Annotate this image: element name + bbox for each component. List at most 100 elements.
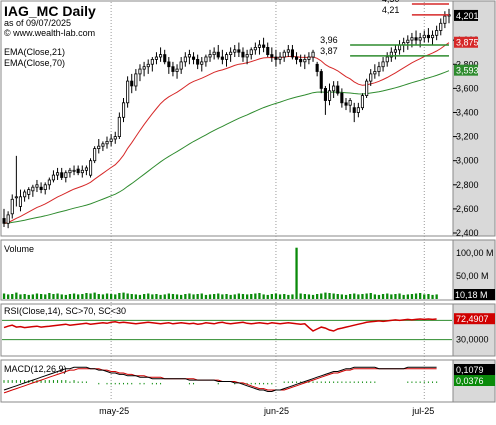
volume-bar (2, 293, 6, 299)
ema21-legend: EMA(Close,21) (4, 47, 65, 57)
volume-bar (435, 294, 438, 299)
candle-body (23, 191, 27, 198)
macd-signal-line (3, 368, 437, 394)
candle-body (381, 61, 385, 68)
volume-bar (175, 294, 179, 299)
price-tick-label: 2,400 (456, 228, 479, 238)
ema70-legend: EMA(Close,70) (4, 58, 65, 68)
volume-bar (35, 293, 39, 299)
candle-body (332, 85, 336, 92)
volume-bar (221, 294, 224, 299)
volume-bar (311, 294, 315, 299)
candle-body (224, 54, 229, 60)
volume-bar (344, 294, 348, 299)
volume-bar (40, 294, 43, 299)
price-tick-label: 3,400 (456, 107, 479, 117)
candle-body (179, 61, 183, 70)
volume-bar (101, 294, 105, 299)
volume-bar (110, 294, 113, 299)
candle-body (303, 59, 307, 63)
volume-tick-label: 50,00 M (456, 271, 489, 281)
candle-body (204, 56, 208, 63)
volume-bar (270, 294, 273, 299)
candle-body (60, 172, 64, 178)
volume-bar (414, 293, 418, 299)
volume-bar (171, 294, 175, 299)
candle-body (253, 47, 257, 51)
candle-body (35, 184, 39, 188)
candle-body (229, 51, 233, 56)
volume-bars (2, 247, 438, 299)
candle-body (385, 56, 389, 63)
volume-bar (246, 294, 249, 299)
rsi-last-box (454, 313, 495, 325)
candle-body (241, 51, 245, 58)
volume-bar (291, 294, 294, 299)
volume-bar (357, 294, 360, 299)
volume-bar (278, 294, 282, 299)
volume-bar (196, 294, 199, 299)
volume-bar (130, 294, 133, 299)
volume-bar (118, 293, 121, 299)
macd-line (3, 366, 437, 392)
candle-body (373, 71, 377, 75)
volume-bar (402, 294, 405, 299)
volume-bar (250, 294, 253, 299)
volume-bar (167, 293, 170, 299)
candle-body (93, 148, 97, 162)
price-tick-label: 2,800 (456, 180, 479, 190)
volume-bar (431, 294, 434, 299)
candle-body (233, 49, 237, 53)
ema21-line (3, 42, 450, 224)
volume-bar (307, 294, 311, 299)
volume-bar (316, 294, 319, 299)
volume-bar (208, 294, 212, 299)
candle-body (315, 63, 319, 72)
rsi-label: RSI(Close,14), SC>70, SC<30 (4, 306, 126, 316)
volume-bar (369, 293, 372, 299)
macd-hist-box (454, 375, 495, 386)
volume-bar (138, 294, 142, 299)
volume-bar (180, 294, 183, 299)
candle-body (249, 49, 253, 55)
candle-body (72, 169, 76, 172)
volume-bar (105, 293, 109, 299)
volume-bar (52, 294, 55, 299)
volume-bar (349, 294, 352, 299)
candle-body (274, 56, 278, 60)
candle-body (270, 54, 274, 58)
volume-bar (365, 293, 368, 299)
candle-body (336, 85, 340, 94)
price-pane (0, 0, 454, 237)
volume-bar (48, 293, 51, 299)
candle-body (117, 116, 121, 138)
volume-bar (155, 294, 158, 299)
volume-bar (143, 294, 146, 299)
candle-body (426, 34, 430, 39)
candle-body (262, 44, 266, 48)
ema21-value-label-box (454, 36, 478, 48)
macd-series (3, 366, 438, 394)
candle-body (84, 167, 89, 171)
axis-ticks: 2,400 2,600 2,800 3,000 3,200 3,400 3,600 3,800… (99, 9, 495, 416)
candle-body (389, 51, 393, 58)
rsi-tick-label: 30,0000 (456, 335, 489, 345)
candle-body (64, 172, 68, 178)
candle-body (344, 102, 348, 106)
candle-body (27, 189, 31, 195)
candle-body (171, 66, 175, 72)
rsi-pane (0, 303, 454, 357)
volume-bar (151, 294, 154, 299)
candle-body (134, 73, 138, 87)
volume-bar (122, 292, 125, 299)
macd-hist-label: 0,0376 (456, 376, 484, 386)
candle-body (393, 49, 397, 53)
volume-bar (217, 293, 220, 299)
volume-bar (27, 294, 30, 299)
volume-bar (299, 293, 302, 299)
volume-bar (229, 294, 232, 299)
candle-body (126, 80, 130, 104)
candle-body (237, 49, 241, 53)
level-label: 4,21 (382, 5, 400, 15)
